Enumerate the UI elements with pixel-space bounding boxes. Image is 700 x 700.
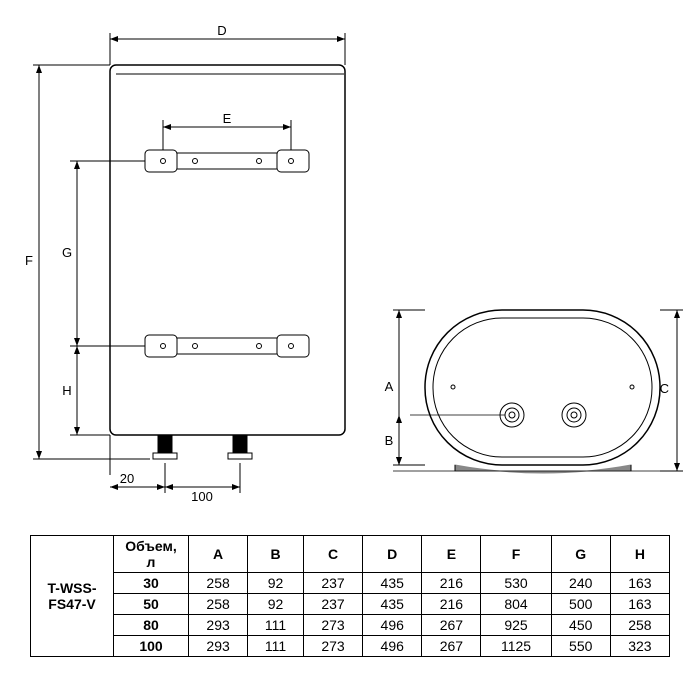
top-view: A B C: [385, 310, 683, 473]
col-E: E: [422, 536, 481, 573]
technical-diagram: D E F G: [15, 15, 685, 515]
pipe-hole-right: [562, 403, 586, 427]
col-A: A: [189, 536, 248, 573]
front-view: D E F G: [25, 23, 345, 504]
table-row: 50 25892237 435216804 500163: [31, 594, 670, 615]
dim-F: F: [25, 65, 150, 459]
bottom-pipes: [153, 435, 252, 459]
label-100: 100: [191, 489, 213, 504]
col-volume: Объем, л: [114, 536, 189, 573]
col-F: F: [481, 536, 551, 573]
label-E: E: [223, 111, 232, 126]
label-F: F: [25, 253, 33, 268]
dim-B: B: [385, 415, 402, 465]
col-D: D: [363, 536, 422, 573]
dim-E: E: [163, 111, 291, 150]
dim-H: H: [62, 346, 110, 435]
label-D: D: [217, 23, 226, 38]
col-B: B: [248, 536, 304, 573]
label-C: C: [660, 381, 669, 396]
label-A: A: [385, 379, 394, 394]
label-B: B: [385, 433, 394, 448]
dim-G: G: [62, 161, 145, 346]
col-G: G: [551, 536, 610, 573]
lower-bracket: [145, 335, 309, 357]
col-C: C: [303, 536, 362, 573]
table-row: 100 293111273 4962671125 550323: [31, 636, 670, 657]
dim-20-100: 20 100: [110, 435, 240, 504]
dim-D: D: [110, 23, 345, 65]
label-H: H: [62, 383, 71, 398]
table-row: 30 25892237 435216530 240163: [31, 573, 670, 594]
dim-C: C: [660, 310, 683, 471]
model-header: T-WSS-FS47-V: [31, 536, 114, 657]
dimensions-table: T-WSS-FS47-V Объем, л A B C D E F G H 30…: [30, 535, 670, 657]
table-row: 80 293111273 496267925 450258: [31, 615, 670, 636]
upper-bracket: [145, 150, 309, 172]
col-H: H: [610, 536, 669, 573]
label-G: G: [62, 245, 72, 260]
label-20: 20: [120, 471, 134, 486]
